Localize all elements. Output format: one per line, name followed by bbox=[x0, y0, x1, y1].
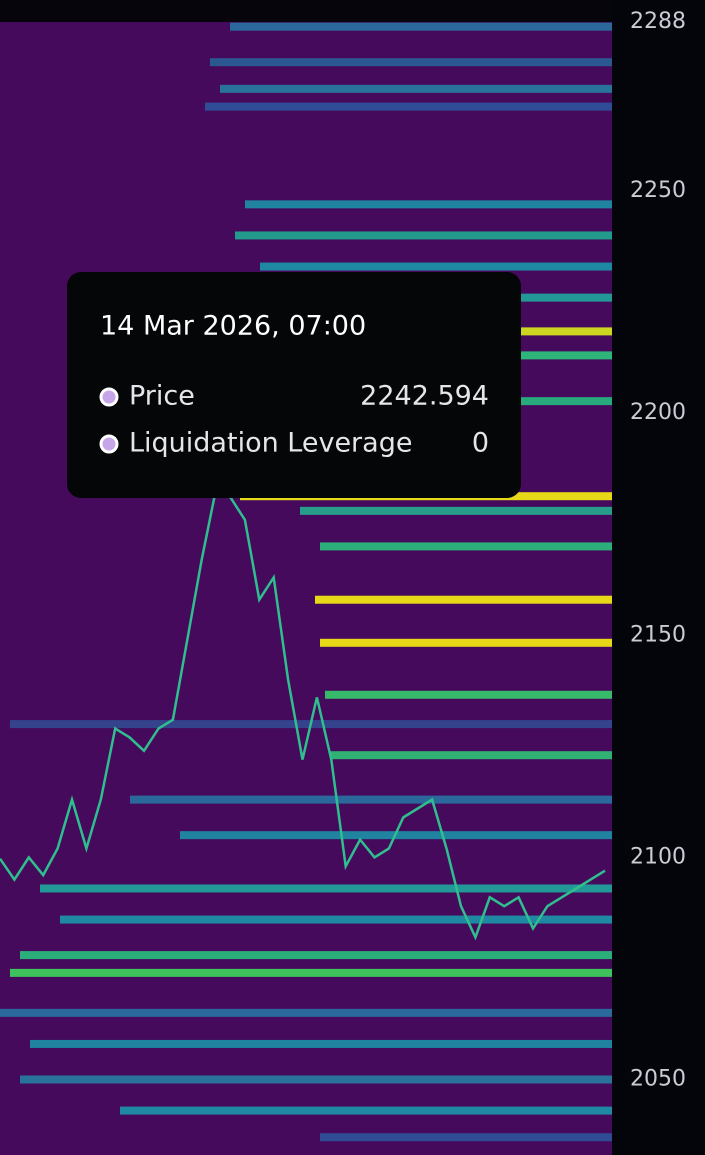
tooltip-box bbox=[67, 272, 521, 498]
liquidation-band bbox=[20, 951, 612, 960]
liquidation-band bbox=[230, 22, 612, 31]
y-tick-label: 2050 bbox=[630, 1066, 686, 1091]
liquidation-band bbox=[330, 751, 612, 760]
liquidation-band bbox=[325, 690, 612, 699]
liquidation-band bbox=[20, 1075, 612, 1084]
liquidation-band bbox=[30, 1039, 612, 1048]
tooltip: 14 Mar 2026, 07:00 Price 2242.594 Liquid… bbox=[67, 272, 521, 498]
liquidation-band bbox=[60, 915, 612, 924]
liquidation-band bbox=[235, 231, 612, 240]
tooltip-date: 14 Mar 2026, 07:00 bbox=[100, 311, 366, 342]
y-tick-label: 2200 bbox=[630, 400, 686, 425]
liquidation-band bbox=[40, 884, 612, 893]
liquidation-band bbox=[205, 102, 612, 111]
y-tick-label: 2288 bbox=[630, 9, 686, 34]
liquidation-band bbox=[220, 84, 612, 93]
top-strip bbox=[0, 0, 612, 22]
liquidation-band bbox=[300, 506, 612, 515]
liquidation-band bbox=[320, 1133, 612, 1142]
tooltip-value: 2242.594 bbox=[360, 381, 489, 412]
tooltip-label: Liquidation Leverage bbox=[129, 428, 412, 459]
price-line bbox=[0, 486, 606, 941]
liquidation-band bbox=[320, 638, 612, 647]
tooltip-value: 0 bbox=[472, 428, 489, 459]
liquidation-band bbox=[10, 968, 612, 977]
liquidation-band bbox=[120, 1106, 612, 1115]
y-tick-label: 2100 bbox=[630, 844, 686, 869]
legend-dot bbox=[99, 387, 119, 407]
liquidation-band bbox=[130, 795, 612, 804]
y-tick-label: 2250 bbox=[630, 178, 686, 203]
liquidation-band bbox=[0, 1008, 612, 1017]
legend-dot bbox=[99, 434, 119, 454]
liquidation-band bbox=[210, 58, 612, 67]
y-tick-label: 2150 bbox=[630, 622, 686, 647]
plot-background bbox=[0, 0, 612, 1155]
liquidation-band bbox=[245, 200, 612, 209]
tooltip-label: Price bbox=[129, 381, 195, 412]
liquidation-band bbox=[315, 595, 612, 604]
liquidation-band bbox=[320, 542, 612, 551]
liquidation-band bbox=[260, 262, 612, 271]
